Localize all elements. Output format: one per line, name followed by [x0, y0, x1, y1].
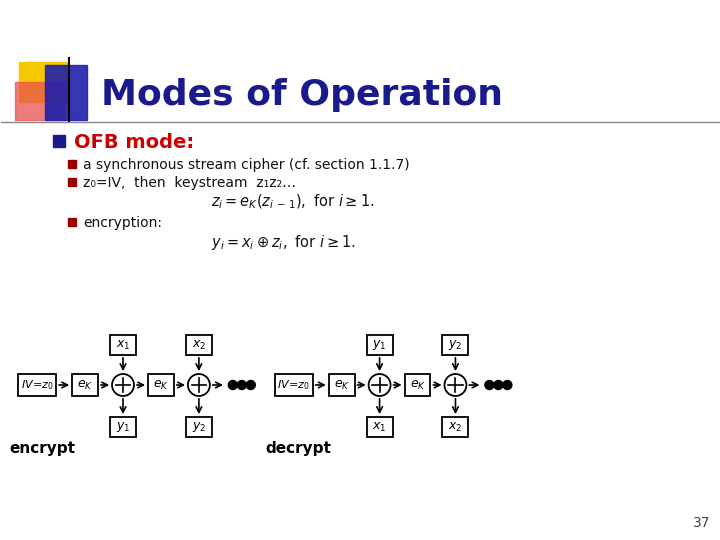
- Circle shape: [228, 381, 238, 389]
- Circle shape: [112, 374, 134, 396]
- Text: encryption:: encryption:: [83, 216, 162, 230]
- Text: OFB mode:: OFB mode:: [74, 132, 194, 152]
- Text: $y_2$: $y_2$: [449, 338, 463, 352]
- Text: $y_1$: $y_1$: [116, 420, 130, 434]
- Circle shape: [369, 374, 390, 396]
- Bar: [328, 374, 355, 396]
- Circle shape: [188, 374, 210, 396]
- Text: $y_2$: $y_2$: [192, 420, 206, 434]
- Bar: [45, 65, 87, 120]
- Circle shape: [485, 381, 494, 389]
- Bar: [68, 218, 76, 226]
- Bar: [148, 374, 174, 396]
- Circle shape: [246, 381, 256, 389]
- Text: $e_K$: $e_K$: [77, 379, 93, 392]
- Bar: [19, 62, 67, 102]
- Text: $x_1$: $x_1$: [116, 339, 130, 352]
- Bar: [186, 417, 212, 437]
- Circle shape: [238, 381, 246, 389]
- Bar: [186, 335, 212, 355]
- Text: $IV\!=\!z_0$: $IV\!=\!z_0$: [277, 378, 310, 392]
- Bar: [443, 335, 469, 355]
- Text: encrypt: encrypt: [9, 442, 75, 456]
- Text: $e_K$: $e_K$: [153, 379, 169, 392]
- Circle shape: [444, 374, 467, 396]
- Bar: [68, 178, 76, 186]
- Text: Modes of Operation: Modes of Operation: [101, 78, 503, 112]
- Text: $x_2$: $x_2$: [192, 339, 206, 352]
- Bar: [53, 135, 65, 147]
- Text: $IV\!=\!z_0$: $IV\!=\!z_0$: [21, 378, 54, 392]
- Circle shape: [503, 381, 512, 389]
- Bar: [366, 417, 392, 437]
- Text: $x_2$: $x_2$: [449, 421, 463, 434]
- Text: $x_1$: $x_1$: [372, 421, 387, 434]
- Text: decrypt: decrypt: [266, 442, 332, 456]
- Text: z₀=IV,  then  keystream  z₁z₂…: z₀=IV, then keystream z₁z₂…: [83, 176, 296, 190]
- Circle shape: [494, 381, 503, 389]
- Bar: [18, 374, 56, 396]
- Text: $z_i = e_K(z_{i\,-\,1}), \ \mathrm{for}\ i \geq 1.$: $z_i = e_K(z_{i\,-\,1}), \ \mathrm{for}\…: [211, 193, 374, 211]
- Text: $y_1$: $y_1$: [372, 338, 387, 352]
- Text: $y_i = x_i \oplus z_i, \ \mathrm{for}\ i \geq 1.$: $y_i = x_i \oplus z_i, \ \mathrm{for}\ i…: [211, 233, 356, 253]
- Bar: [15, 82, 65, 120]
- Bar: [366, 335, 392, 355]
- Bar: [110, 335, 136, 355]
- Text: $e_K$: $e_K$: [333, 379, 350, 392]
- Bar: [275, 374, 312, 396]
- Bar: [68, 160, 76, 168]
- Text: a synchronous stream cipher (cf. section 1.1.7): a synchronous stream cipher (cf. section…: [83, 158, 410, 172]
- Bar: [110, 417, 136, 437]
- Bar: [443, 417, 469, 437]
- Text: $e_K$: $e_K$: [410, 379, 426, 392]
- Bar: [405, 374, 431, 396]
- Text: 37: 37: [693, 516, 710, 530]
- Bar: [72, 374, 98, 396]
